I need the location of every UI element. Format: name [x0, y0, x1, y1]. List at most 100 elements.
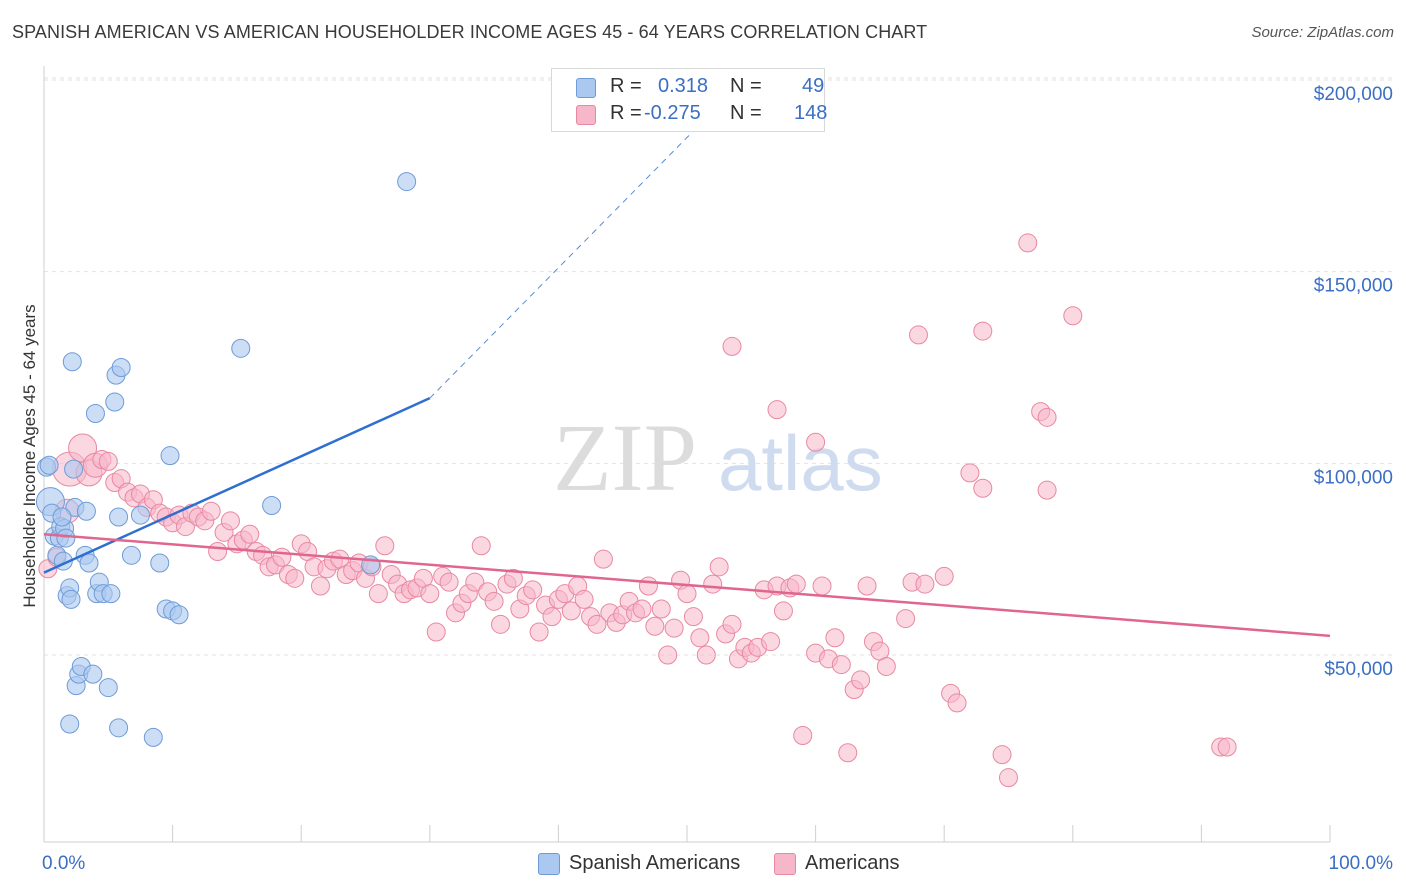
spanish-american-point	[62, 352, 82, 372]
american-point	[838, 743, 858, 763]
watermark-atlas: atlas	[718, 419, 883, 507]
american-point	[285, 568, 305, 588]
american-point	[201, 501, 221, 521]
american-point	[368, 584, 388, 604]
american-point	[773, 601, 793, 621]
american-point	[420, 584, 440, 604]
spanish-american-point	[109, 507, 129, 527]
american-point	[658, 645, 678, 665]
american-point	[651, 599, 671, 619]
spanish-americans-points	[35, 172, 417, 747]
trend-lines	[43, 71, 1331, 638]
american-point	[722, 336, 742, 356]
spanish-american-point	[85, 404, 105, 423]
american-point	[934, 566, 954, 586]
american-point	[1063, 306, 1083, 326]
y-axis-label: Householder Income Ages 45 - 64 years	[20, 304, 39, 608]
legend-n-value: 148	[794, 102, 828, 124]
x-tick-label: 0.0%	[42, 853, 85, 874]
bottom-legend-swatch-spanish	[538, 853, 560, 875]
american-point	[806, 432, 826, 452]
american-point	[793, 726, 813, 745]
spanish-american-point	[61, 589, 81, 609]
american-point	[523, 580, 543, 600]
american-point	[696, 645, 716, 665]
x-tick-label: 100.0%	[1329, 853, 1394, 874]
legend-n-value: 49	[802, 75, 825, 97]
american-point	[465, 572, 485, 592]
american-point	[896, 609, 916, 629]
spanish-american-point	[397, 172, 417, 192]
y-tick-label: $50,000	[1324, 659, 1393, 680]
legend: R = 0.318 N = 49 R = -0.275 N = 148	[551, 68, 828, 132]
spanish-american-point	[60, 714, 80, 734]
american-point	[690, 628, 710, 648]
american-point	[272, 547, 292, 567]
spanish-american-point	[64, 459, 84, 479]
american-point	[677, 584, 697, 604]
american-point	[574, 589, 594, 609]
legend-r-value: 0.318	[658, 75, 709, 97]
spanish-american-point	[101, 584, 121, 604]
spanish-american-point	[83, 664, 103, 684]
american-trend-line	[43, 533, 1331, 638]
legend-swatch-spanish	[576, 78, 596, 98]
american-point	[471, 536, 491, 556]
american-point	[973, 321, 993, 341]
legend-r-value: -0.275	[644, 102, 701, 124]
spanish-american-point	[39, 455, 59, 475]
american-point	[484, 591, 504, 611]
american-point	[1018, 233, 1038, 253]
american-point	[426, 622, 446, 642]
american-point	[593, 549, 613, 569]
american-point	[491, 614, 511, 634]
legend-n-label: N =	[730, 75, 762, 97]
american-point	[375, 536, 395, 556]
american-point	[240, 524, 260, 544]
spanish-american-point	[79, 553, 99, 573]
spanish-american-point	[121, 545, 141, 565]
american-point	[220, 511, 240, 531]
american-point	[208, 542, 228, 561]
american-point	[973, 478, 993, 498]
y-tick-label: $200,000	[1314, 84, 1393, 105]
legend-r-label: R =	[610, 75, 642, 97]
spanish-american-point	[98, 678, 118, 698]
american-point	[992, 745, 1012, 765]
y-tick-label: $150,000	[1314, 276, 1393, 297]
y-tick-label: $100,000	[1314, 467, 1393, 488]
american-point	[812, 576, 832, 596]
american-point	[632, 599, 652, 619]
american-point	[915, 574, 935, 594]
american-point	[542, 607, 562, 627]
american-point	[645, 616, 665, 636]
american-point	[825, 628, 845, 648]
tick-labels: $50,000 $100,000 $150,000 $200,000 0.0% 100.0…	[42, 84, 1393, 874]
chart-title: SPANISH AMERICAN VS AMERICAN HOUSEHOLDER…	[12, 22, 928, 42]
american-point	[999, 768, 1018, 788]
american-point	[1037, 407, 1057, 427]
american-point	[587, 614, 607, 634]
spanish-american-point	[130, 505, 150, 525]
american-point	[876, 657, 896, 676]
american-point	[683, 607, 703, 627]
spanish-american-point	[231, 338, 251, 358]
spanish-american-point	[262, 496, 282, 515]
american-point	[960, 463, 980, 483]
spanish-american-point	[150, 553, 170, 573]
spanish-american-point	[105, 392, 125, 412]
american-point	[908, 325, 928, 345]
american-point	[761, 632, 781, 652]
american-point	[561, 601, 581, 621]
legend-swatch-americans	[576, 105, 596, 125]
spanish-american-point	[109, 718, 129, 738]
american-point	[722, 614, 742, 634]
american-point	[310, 576, 330, 596]
watermark: ZIP atlas	[553, 404, 883, 511]
american-point	[439, 572, 459, 592]
spanish-american-point	[160, 446, 180, 466]
source-label: Source: ZipAtlas.com	[1251, 24, 1394, 41]
spanish-american-point	[76, 501, 96, 521]
american-point	[529, 622, 549, 642]
american-point	[638, 576, 658, 596]
